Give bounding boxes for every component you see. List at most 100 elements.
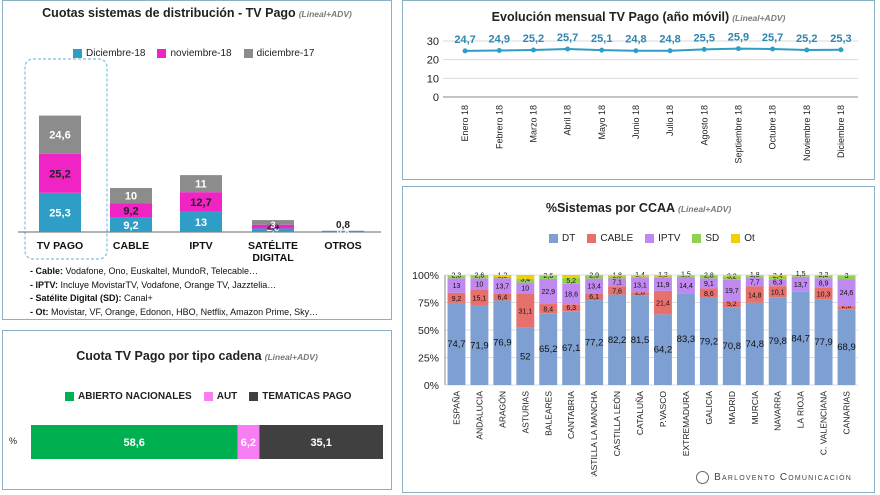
label-otros-value: 0,8	[336, 220, 350, 231]
category-label-4-0: OTROS	[324, 240, 361, 252]
data-label-6: 24,8	[659, 34, 680, 46]
ccaa-bar-0-dt	[447, 302, 466, 385]
segment-tematicas-pago	[259, 425, 383, 459]
ccaa-bar-14-iptv	[768, 279, 787, 287]
ccaa-label-5-3: 5,2	[566, 278, 576, 285]
ccaa-bar-6-sd	[585, 275, 604, 279]
ccaa-bar-9-sd	[654, 276, 672, 278]
category-percent-label: %	[9, 436, 17, 446]
ccaa-label-5-2: 18,6	[564, 292, 578, 299]
label-1-2: 10	[125, 191, 137, 203]
ccaa-bar-12-cable	[722, 301, 741, 308]
bar-tv-pago-2	[39, 115, 81, 154]
legend-dt-swatch	[549, 234, 558, 243]
ccaa-label-10-0: 83,3	[677, 334, 696, 345]
ccaa-label-9-0: 64,2	[654, 345, 673, 356]
ccaa-label-0-0: 74,7	[447, 339, 466, 350]
ccaa-bar-3-dt	[516, 327, 535, 385]
panel4-legend: DT CABLE IPTV SD Ot	[549, 233, 767, 244]
ytick-20: 20	[427, 55, 439, 67]
legend-aut-swatch	[203, 392, 213, 401]
legend-iptv-swatch	[645, 234, 655, 243]
panel-cuota-tipo-cadena: Cuota TV Pago por tipo cadena (Lineal+ADV…	[2, 330, 392, 490]
xtick-7: Agosto 18	[699, 105, 709, 146]
xtick-11: Diciembre 18	[836, 105, 846, 158]
ccaa-label-7-0: 82,2	[608, 335, 627, 346]
point-11	[838, 47, 844, 53]
ccaa-xtick-0: ESPAÑA	[451, 391, 461, 425]
ccaa-bar-13-ot	[745, 275, 764, 276]
bar-satélite-digital-1	[252, 224, 294, 229]
ccaa-bar-7-iptv	[608, 278, 627, 287]
ccaa-xtick-10: EXTREMADURA	[681, 391, 691, 457]
ccaa-label-3-0: 52	[520, 351, 531, 362]
ccaa-bar-4-cable	[539, 304, 558, 314]
data-label-9: 25,7	[762, 32, 783, 44]
label-3-1: 2,4	[267, 222, 280, 232]
legend-tematicas-swatch	[249, 392, 259, 401]
barlovento-logo: Barlovento Comunicación	[696, 471, 852, 484]
xtick-4: Mayo 18	[597, 105, 607, 140]
ccaa-bar-7-ot	[608, 275, 627, 277]
data-label-5: 24,8	[625, 34, 646, 46]
panel-evolucion-mensual: Evolución mensual TV Pago (año móvil) (Li…	[402, 0, 875, 180]
ccaa-bar-7-cable	[608, 286, 627, 295]
label-1-0: 9,2	[123, 220, 138, 232]
label-0-1: 25,2	[49, 168, 70, 180]
legend-cable: CABLE	[587, 233, 633, 244]
ccaa-bar-9-ot	[654, 275, 672, 277]
legend-sd: SD	[692, 233, 719, 244]
ccaa-bar-3-ot	[516, 275, 535, 279]
xtick-10: Noviembre 18	[802, 105, 812, 161]
ccaa-xtick-2: ARAGÓN	[497, 391, 507, 428]
chart-cuotas-sistemas: 25,3 25,2 24,6 TV PAGO 9,2 9,2 10 CABLE 13 12,7 11…	[18, 58, 381, 264]
ccaa-bar-2-sd	[493, 276, 512, 279]
point-8	[735, 46, 741, 52]
logo-mark-icon	[696, 471, 710, 484]
note-cable: - Cable: Vodafone, Ono, Euskaltel, Mundo…	[30, 266, 258, 276]
ccaa-bar-5-sd	[562, 278, 581, 284]
bar-cable-1	[110, 203, 152, 218]
panel2-title: Evolución mensual TV Pago (año móvil) (Li…	[491, 10, 786, 24]
ccaa-label-15-2: 13,7	[794, 282, 808, 289]
ccaa-label-14-0: 79,8	[768, 336, 787, 347]
ccaa-bar-10-ot	[676, 275, 695, 276]
ccaa-bar-12-sd	[722, 276, 741, 280]
point-7	[701, 46, 707, 52]
bar-iptv-1	[180, 192, 222, 212]
ccaa-label-6-2: 13,4	[587, 284, 601, 291]
segment-label-2: 35,1	[310, 437, 331, 449]
ccaa-label-15-0: 84,7	[791, 333, 810, 344]
ccaa-label-17-0: 68,9	[837, 342, 856, 353]
category-label-3-1: DIGITAL	[252, 252, 294, 264]
panel1-legend: Diciembre-18 noviembre-18 diciembre-17	[73, 48, 326, 59]
ccaa-bar-8-iptv	[631, 277, 649, 293]
point-3	[565, 46, 571, 52]
ytick-30: 30	[427, 36, 439, 48]
ccaa-label-17-1: 2,8	[842, 303, 852, 310]
ccaa-bar-8-cable	[631, 292, 649, 296]
ccaa-bar-9-iptv	[654, 277, 672, 291]
ccaa-bar-13-cable	[745, 286, 764, 303]
ccaa-bar-11-iptv	[699, 278, 718, 289]
ccaa-bar-10-dt	[676, 293, 695, 385]
segment-label-1: 6,2	[241, 437, 256, 449]
legend-iptv: IPTV	[645, 233, 680, 244]
ccaa-xtick-15: LA RIOJA	[796, 391, 806, 429]
ccaa-label-16-0: 77,9	[814, 337, 833, 348]
ccaa-label-1-2: 10	[476, 281, 484, 288]
ccaa-bar-15-dt	[791, 291, 810, 385]
ccaa-label-5-1: 6,3	[566, 305, 576, 312]
point-2	[530, 47, 536, 53]
ccaa-bar-4-iptv	[539, 278, 558, 305]
ccaa-label-13-0: 74,8	[746, 339, 765, 350]
ccaa-bar-8-ot	[631, 275, 649, 277]
ccaa-label-4-1: 8,4	[543, 307, 553, 314]
xtick-5: Junio 18	[631, 105, 641, 139]
ccaa-bar-8-sd	[631, 276, 649, 278]
series-line-tv-pago	[465, 47, 841, 52]
point-9	[770, 46, 776, 52]
legend-nov18: noviembre-18	[157, 48, 232, 59]
ccaa-label-6-0: 77,2	[585, 338, 604, 349]
xtick-6: Julio 18	[665, 105, 675, 136]
